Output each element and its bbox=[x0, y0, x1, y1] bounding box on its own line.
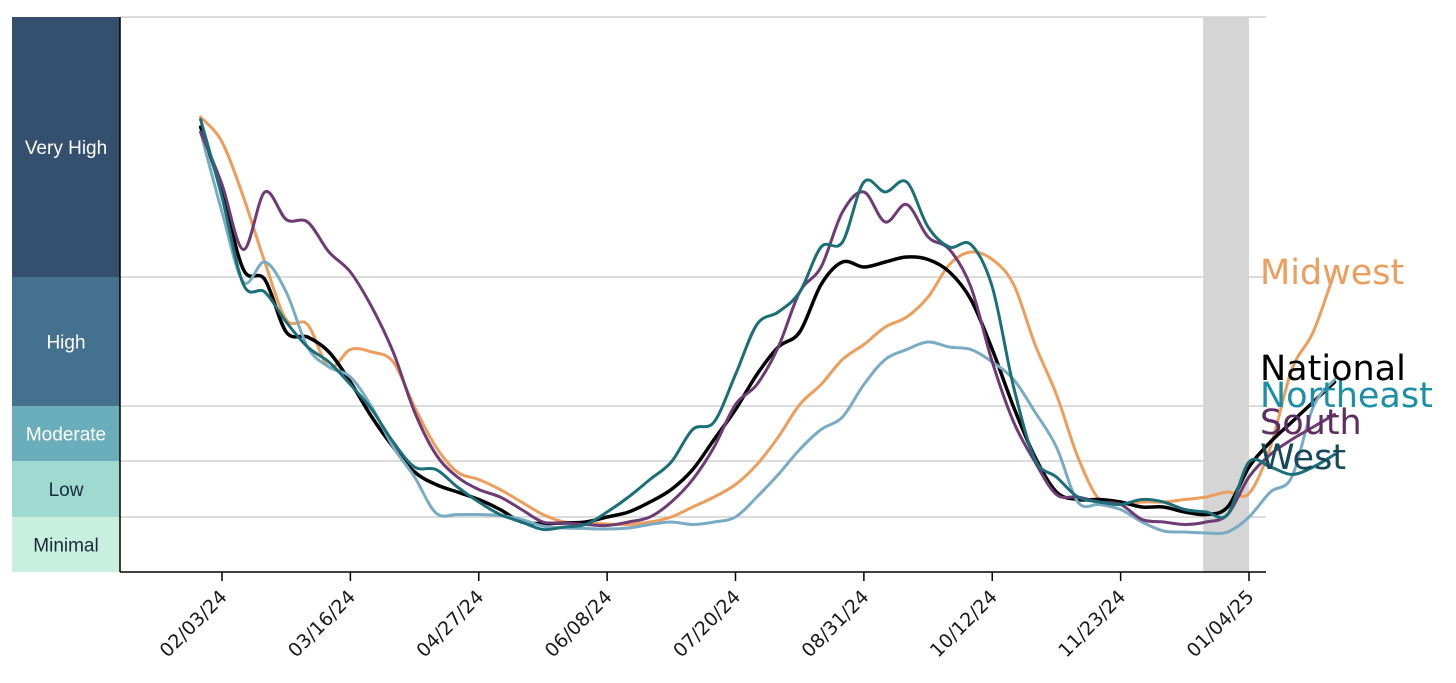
level-band-high bbox=[12, 277, 120, 406]
level-label: Moderate bbox=[26, 425, 106, 446]
level-label: Very High bbox=[25, 138, 107, 159]
x-tick-label: 10/12/24 bbox=[926, 586, 1002, 662]
series-line-west bbox=[199, 118, 1337, 532]
series-line-northeast bbox=[199, 130, 1337, 536]
axes bbox=[119, 17, 1266, 573]
x-tick-label: 08/31/24 bbox=[798, 586, 874, 662]
series-line-south bbox=[199, 130, 1337, 528]
x-tick-label: 11/23/24 bbox=[1054, 586, 1130, 662]
level-band-very-high bbox=[12, 17, 120, 277]
series-label-northeast: Northeast bbox=[1260, 376, 1433, 416]
level-band-minimal bbox=[12, 517, 120, 572]
series-line-midwest bbox=[199, 115, 1337, 527]
x-tick-label: 07/20/24 bbox=[669, 586, 745, 662]
x-tick-labels: 02/03/24 03/16/24 04/27/24 06/08/24 07/20/24… bbox=[156, 572, 1259, 662]
series-lines bbox=[198, 115, 1337, 536]
series-label-midwest: Midwest bbox=[1260, 253, 1404, 293]
series-label-national: National bbox=[1260, 349, 1406, 389]
x-tick-label: 01/04/25 bbox=[1183, 586, 1259, 662]
series-label-south: South bbox=[1260, 403, 1362, 443]
level-label: Minimal bbox=[33, 536, 98, 557]
level-label: High bbox=[46, 333, 85, 354]
gridlines bbox=[120, 16, 1266, 518]
level-band-moderate bbox=[12, 406, 120, 461]
x-tick-label: 02/03/24 bbox=[156, 586, 232, 662]
x-tick-label: 06/08/24 bbox=[541, 586, 617, 662]
x-tick-label: 03/16/24 bbox=[284, 586, 360, 662]
x-tick-label: 04/27/24 bbox=[412, 586, 488, 662]
series-label-west: West bbox=[1260, 438, 1346, 478]
series-line-national bbox=[198, 125, 1337, 526]
level-bands: Very High High Moderate Low Minimal bbox=[12, 17, 120, 572]
level-band-low bbox=[12, 461, 120, 517]
level-label: Low bbox=[49, 480, 84, 501]
